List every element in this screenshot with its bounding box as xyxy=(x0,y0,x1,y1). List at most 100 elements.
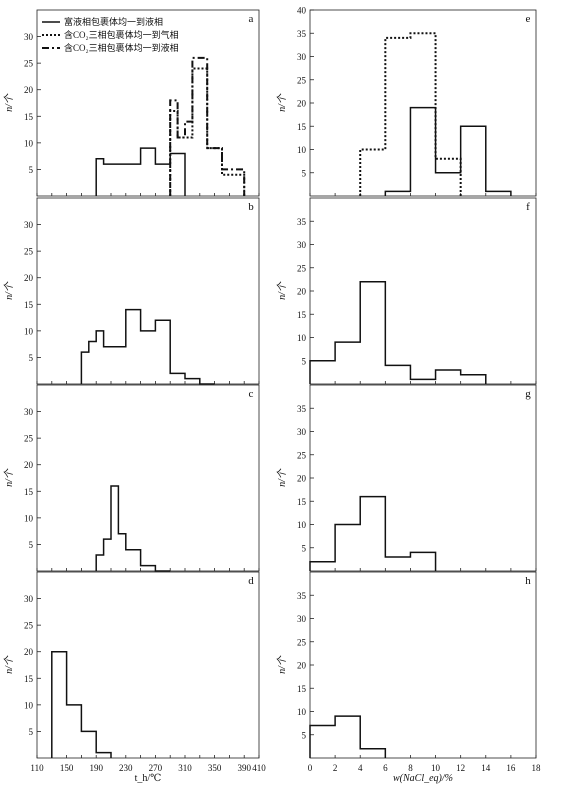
panel-frame xyxy=(309,9,537,197)
y-axis-label: n/个 xyxy=(3,468,15,487)
panel-frame xyxy=(36,9,260,197)
y-tick-label: 25 xyxy=(24,434,34,444)
panel-letter: d xyxy=(248,575,254,587)
x-tick-label: 4 xyxy=(358,763,363,773)
panel-frame xyxy=(36,197,260,385)
y-axis-label: n/个 xyxy=(3,93,15,112)
y-axis-label: n/个 xyxy=(276,93,288,112)
histogram-solid xyxy=(80,308,215,385)
y-tick-label: 25 xyxy=(24,621,34,631)
y-tick-label: 15 xyxy=(24,487,34,497)
y-tick-label: 30 xyxy=(297,427,307,437)
y-tick-label: 10 xyxy=(297,145,307,155)
y-tick-label: 20 xyxy=(24,273,34,283)
y-tick-label: 10 xyxy=(297,520,307,530)
y-tick-label: 10 xyxy=(24,700,34,710)
panels-group: 51015202530n/个a51015202530n/个b5101520253… xyxy=(3,6,541,774)
y-tick-label: 35 xyxy=(297,217,307,227)
y-tick-label: 20 xyxy=(24,647,34,657)
panel-letter: c xyxy=(249,388,254,400)
y-tick-label: 20 xyxy=(24,460,34,470)
panel-letter: f xyxy=(526,201,530,213)
y-tick-label: 25 xyxy=(297,637,307,647)
y-tick-label: 30 xyxy=(297,240,307,250)
y-tick-label: 15 xyxy=(297,122,307,132)
y-tick-label: 25 xyxy=(297,263,307,273)
x-tick-label: 18 xyxy=(532,763,542,773)
x-tick-label: 16 xyxy=(506,763,516,773)
y-tick-label: 20 xyxy=(24,85,34,95)
x-axis-label-right: w(NaCl_eq)/% xyxy=(393,773,453,784)
histogram-dashdot xyxy=(169,56,246,196)
y-tick-label: 25 xyxy=(297,75,307,85)
y-tick-label: 15 xyxy=(297,310,307,320)
panel-g: 5 10 15 20 25 30 35 n/个 g xyxy=(276,384,537,572)
y-tick-label: 20 xyxy=(297,474,307,484)
y-tick-label: 25 xyxy=(24,59,34,69)
y-tick-label: 10 xyxy=(24,138,34,148)
y-tick-label: 25 xyxy=(297,450,307,460)
y-tick-label: 5 xyxy=(302,543,307,553)
x-tick-label: 230 xyxy=(119,763,133,773)
x-tick-label: 8 xyxy=(408,763,413,773)
y-tick-label: 30 xyxy=(24,594,34,604)
y-tick-label: 20 xyxy=(297,99,307,109)
histogram-solid xyxy=(51,650,112,758)
panel-letter: g xyxy=(525,388,531,400)
y-tick-label: 5 xyxy=(302,356,307,366)
panel-f: 5 10 15 20 25 30 35 n/个 f xyxy=(276,197,537,385)
axis-labels: t_h/℃ w(NaCl_eq)/% xyxy=(135,773,453,784)
x-tick-label: 190 xyxy=(89,763,103,773)
y-tick-label: 5 xyxy=(29,353,34,363)
x-tick-label: 110 xyxy=(30,763,44,773)
histogram-solid xyxy=(95,485,171,572)
y-tick-label: 20 xyxy=(297,661,307,671)
y-tick-label: 10 xyxy=(24,326,34,336)
legend-label: 富液相包裹体均一到液相 xyxy=(64,16,163,27)
panel-a: 5 10 15 20 25 30 n/个 a xyxy=(3,9,260,197)
y-tick-label: 30 xyxy=(24,407,34,417)
y-axis-label: n/个 xyxy=(276,468,288,487)
y-tick-label: 30 xyxy=(297,614,307,624)
x-tick-label: 270 xyxy=(149,763,163,773)
y-tick-label: 10 xyxy=(297,707,307,717)
y-tick-label: 15 xyxy=(297,497,307,507)
y-tick-label: 10 xyxy=(297,333,307,343)
panel-frame xyxy=(309,197,537,385)
y-axis-label: n/个 xyxy=(3,655,15,674)
panel-h: 5 10 15 20 25 30 35 n/个 h 0 2 4 6 8 10 12 14 16 18 xyxy=(276,571,542,773)
x-tick-label: 14 xyxy=(481,763,491,773)
panel-letter: h xyxy=(525,575,531,587)
y-tick-label: 35 xyxy=(297,591,307,601)
x-tick-label: 0 xyxy=(308,763,313,773)
x-tick-label: 390 xyxy=(237,763,251,773)
y-tick-label: 5 xyxy=(29,727,34,737)
panel-frame xyxy=(309,384,537,572)
y-tick-label: 35 xyxy=(297,29,307,39)
x-tick-label: 12 xyxy=(456,763,465,773)
x-tick-label: 6 xyxy=(383,763,388,773)
y-tick-label: 30 xyxy=(297,52,307,62)
y-tick-label: 5 xyxy=(29,540,34,550)
y-tick-label: 35 xyxy=(297,404,307,414)
histogram-solid xyxy=(309,280,487,384)
panel-frame xyxy=(309,571,537,759)
panel-frame xyxy=(36,384,260,572)
y-axis-label: n/个 xyxy=(3,281,15,300)
histogram-solid xyxy=(309,715,387,758)
panel-letter: a xyxy=(249,13,254,25)
y-tick-label: 15 xyxy=(297,684,307,694)
y-tick-label: 20 xyxy=(297,287,307,297)
panel-frame xyxy=(36,571,260,759)
panel-c: 5 10 15 20 25 30 n/个 c xyxy=(3,384,260,572)
y-tick-label: 25 xyxy=(24,247,34,257)
y-tick-label: 30 xyxy=(24,32,34,42)
y-tick-label: 15 xyxy=(24,112,34,122)
panel-d: 5 10 15 20 25 30 n/个 d 110 150 190 230 270 310 350 390 4… xyxy=(3,571,266,773)
x-tick-label: 410 xyxy=(252,763,266,773)
y-tick-label: 5 xyxy=(302,168,307,178)
x-tick-label: 310 xyxy=(178,763,192,773)
y-tick-label: 10 xyxy=(24,513,34,523)
histogram-dotted xyxy=(359,32,462,196)
